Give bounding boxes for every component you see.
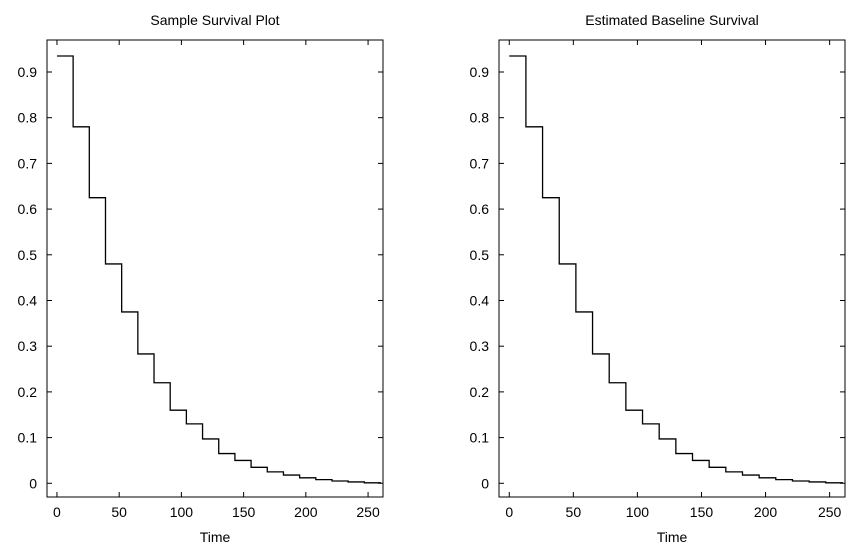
y-tick-label: 0.5 — [470, 247, 490, 263]
tick-group — [499, 40, 845, 497]
plot-frame — [498, 39, 846, 498]
y-tick-label: 0 — [481, 475, 489, 491]
tick-label-group: 0 50 100 150 200 250 0 0.1 0.2 0.3 0.4 0.5 0.6 0.7 0.8… — [470, 64, 842, 520]
y-tick-label: 0.4 — [470, 292, 490, 308]
y-tick-label: 0.8 — [470, 110, 490, 126]
x-tick-label: 250 — [356, 504, 380, 520]
y-tick-label: 0.4 — [18, 292, 38, 308]
x-axis-label: Time — [200, 529, 231, 545]
x-axis-label: Time — [657, 529, 688, 545]
x-tick-label: 150 — [690, 504, 714, 520]
y-tick-label: 0.9 — [470, 64, 490, 80]
x-tick-label: 0 — [505, 504, 513, 520]
y-tick-label: 0.6 — [18, 201, 38, 217]
y-tick-label: 0.7 — [18, 155, 38, 171]
x-tick-label: 0 — [53, 504, 61, 520]
y-tick-label: 0.8 — [18, 110, 38, 126]
y-tick-label: 0.3 — [470, 338, 490, 354]
x-tick-label: 100 — [170, 504, 194, 520]
x-tick-label: 200 — [754, 504, 778, 520]
y-tick-label: 0 — [29, 475, 37, 491]
x-tick-label: 100 — [626, 504, 650, 520]
survival-panel-left: Sample Survival Plot 0 50 100 150 200 250 0 0.1… — [18, 12, 384, 545]
y-tick-label: 0.7 — [470, 155, 490, 171]
tick-group — [47, 40, 383, 497]
y-tick-label: 0.2 — [470, 384, 490, 400]
plot-frame — [46, 39, 384, 498]
x-tick-label: 150 — [232, 504, 256, 520]
x-tick-label: 200 — [294, 504, 318, 520]
y-tick-label: 0.9 — [18, 64, 38, 80]
y-tick-label: 0.3 — [18, 338, 38, 354]
survival-step-line — [56, 55, 382, 484]
y-tick-label: 0.1 — [18, 430, 38, 446]
x-tick-label: 250 — [818, 504, 842, 520]
y-tick-label: 0.1 — [470, 430, 490, 446]
y-tick-label: 0.6 — [470, 201, 490, 217]
chart-title: Estimated Baseline Survival — [585, 12, 759, 28]
survival-panel-right: Estimated Baseline Survival 0 50 100 150 200… — [470, 12, 846, 545]
chart-title: Sample Survival Plot — [150, 12, 279, 28]
y-tick-label: 0.2 — [18, 384, 38, 400]
x-tick-label: 50 — [566, 504, 582, 520]
y-tick-label: 0.5 — [18, 247, 38, 263]
tick-label-group: 0 50 100 150 200 250 0 0.1 0.2 0.3 0.4 0.5 0.6 0.7 0.8… — [18, 64, 380, 520]
x-tick-label: 50 — [111, 504, 127, 520]
survival-step-line — [509, 55, 844, 484]
